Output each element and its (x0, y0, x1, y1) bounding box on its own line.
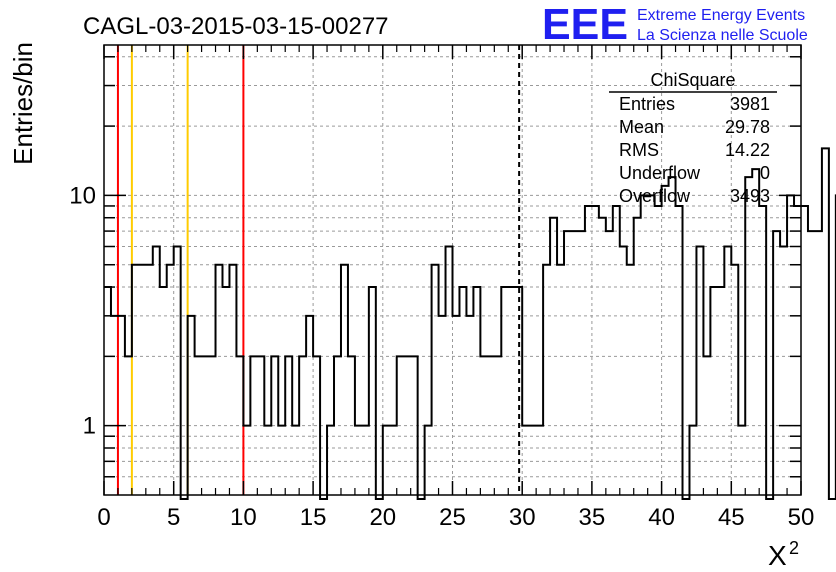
x-tick-label: 10 (230, 504, 257, 531)
stats-value-overflow: 3493 (730, 186, 770, 206)
stats-label-rms: RMS (619, 140, 659, 160)
x-axis-label: X 2 (768, 538, 799, 571)
x-axis-label-main: X (768, 540, 787, 571)
x-tick-label: 40 (648, 504, 675, 531)
stats-label-underflow: Underflow (619, 163, 701, 183)
stats-box: ChiSquare Entries 3981 Mean 29.78 RMS 14… (609, 70, 777, 206)
x-tick-label: 20 (369, 504, 396, 531)
stats-title: ChiSquare (650, 70, 735, 90)
y-axis-label: Entries/bin (8, 42, 38, 165)
eee-logo: EEE Extreme Energy Events La Scienza nel… (542, 0, 808, 49)
tick-labels: 0 5 10 15 20 25 30 35 40 45 50 1 10 (69, 182, 814, 531)
stats-label-entries: Entries (619, 94, 675, 114)
x-tick-label: 5 (167, 504, 180, 531)
stats-value-underflow: 0 (760, 163, 770, 183)
stats-value-entries: 3981 (730, 94, 770, 114)
logo-mark: EEE (542, 0, 628, 49)
logo-line-1: Extreme Energy Events (637, 7, 805, 24)
reference-lines (116, 45, 521, 495)
y-tick-label: 10 (69, 182, 96, 209)
x-tick-label: 50 (788, 504, 815, 531)
stats-label-mean: Mean (619, 117, 664, 137)
x-tick-label: 35 (579, 504, 606, 531)
histogram-outline (104, 147, 836, 500)
axis-ticks (103, 45, 802, 495)
stats-label-overflow: Overflow (619, 186, 691, 206)
chart-title: CAGL-03-2015-03-15-00277 (83, 13, 389, 40)
x-tick-label: 25 (439, 504, 466, 531)
stats-value-mean: 29.78 (725, 117, 770, 137)
x-tick-label: 30 (509, 504, 536, 531)
logo-line-2: La Scienza nelle Scuole (637, 27, 808, 44)
x-tick-label: 0 (97, 504, 110, 531)
y-tick-label: 1 (83, 413, 96, 440)
stats-value-rms: 14.22 (725, 140, 770, 160)
x-tick-label: 15 (300, 504, 327, 531)
x-tick-label: 45 (718, 504, 745, 531)
x-axis-label-superscript: 2 (789, 538, 799, 558)
